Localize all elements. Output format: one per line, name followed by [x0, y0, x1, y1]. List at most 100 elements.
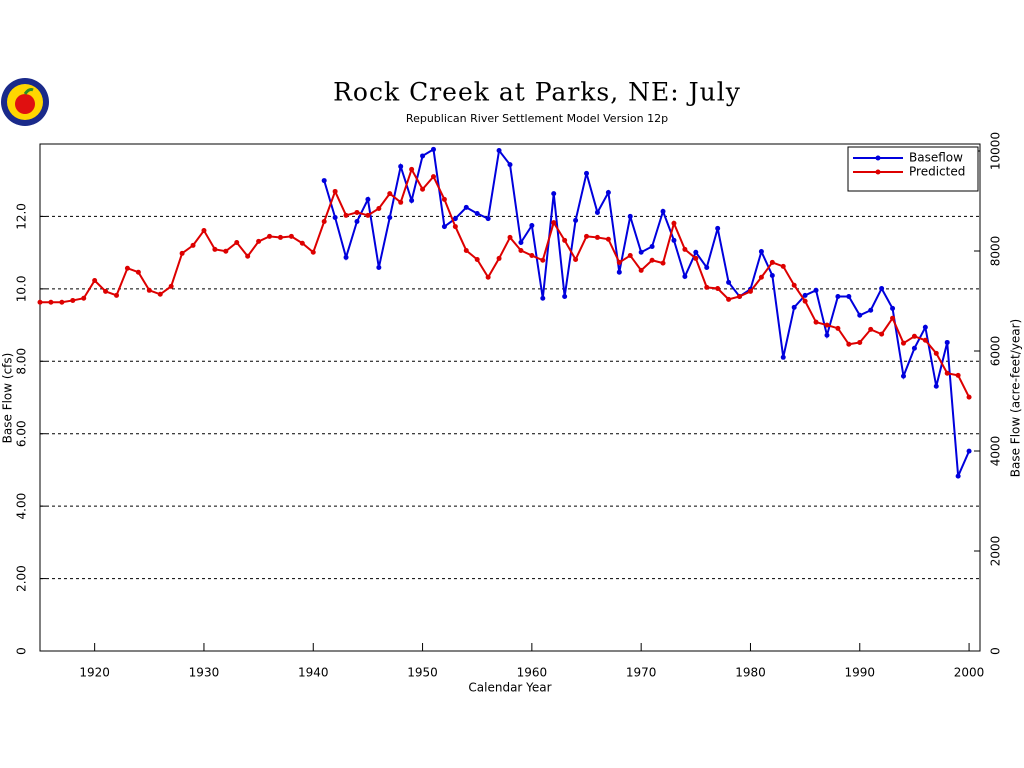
data-point — [584, 233, 590, 239]
data-point — [409, 166, 415, 172]
data-point — [92, 278, 98, 284]
data-point — [704, 264, 710, 270]
y2-tick-label: 2000 — [989, 536, 1003, 567]
data-point — [507, 162, 513, 168]
legend-label: Baseflow — [909, 151, 963, 165]
data-point — [59, 299, 65, 305]
data-point — [452, 224, 458, 230]
data-point — [933, 383, 939, 389]
data-point — [890, 315, 896, 321]
data-point — [835, 293, 841, 299]
data-point — [398, 199, 404, 205]
data-point — [868, 326, 874, 332]
data-point — [693, 249, 699, 255]
data-point — [671, 220, 677, 226]
data-point — [605, 236, 611, 242]
data-point — [682, 274, 688, 280]
data-point — [135, 269, 141, 275]
data-point — [376, 205, 382, 211]
data-point — [387, 215, 393, 221]
data-point — [37, 299, 43, 305]
y-axis-label: Base Flow (cfs) — [1, 353, 15, 444]
y-tick-label: 12.0 — [15, 203, 29, 230]
data-point — [649, 257, 655, 263]
data-point — [463, 204, 469, 210]
y2-tick-label: 6000 — [989, 336, 1003, 367]
x-tick-label: 1960 — [517, 666, 548, 680]
y-tick-label: 4.00 — [15, 493, 29, 520]
data-point — [944, 370, 950, 376]
legend-box — [847, 146, 979, 192]
x-tick-label: 1940 — [298, 666, 329, 680]
data-point — [398, 163, 404, 169]
data-point — [496, 255, 502, 261]
data-point — [310, 249, 316, 255]
y2-tick-label: 0 — [989, 647, 1003, 655]
data-point — [824, 322, 830, 328]
data-point — [409, 197, 415, 203]
data-point — [507, 234, 513, 240]
legend-marker — [875, 169, 881, 175]
y-tick-label: 6.00 — [15, 420, 29, 447]
data-point — [638, 267, 644, 273]
data-point — [376, 264, 382, 270]
data-point — [966, 448, 972, 454]
data-point — [737, 293, 743, 299]
data-point — [704, 284, 710, 290]
data-point — [605, 190, 611, 196]
data-point — [562, 293, 568, 299]
data-point — [726, 279, 732, 285]
data-point — [201, 228, 207, 234]
series-line — [40, 166, 970, 398]
data-point — [474, 211, 480, 217]
data-point — [332, 188, 338, 194]
data-point — [944, 339, 950, 345]
data-point — [562, 237, 568, 243]
data-point — [616, 259, 622, 265]
legend-marker — [875, 155, 881, 161]
data-point — [103, 288, 109, 294]
data-point — [190, 242, 196, 248]
data-point — [212, 246, 218, 252]
data-point — [780, 263, 786, 269]
data-point — [48, 299, 54, 305]
data-point — [791, 304, 797, 310]
data-point — [911, 345, 917, 351]
data-point — [769, 272, 775, 278]
y2-axis-label: Base Flow (acre-feet/year) — [1009, 319, 1023, 477]
data-point — [769, 259, 775, 265]
data-point — [879, 331, 885, 337]
data-point — [529, 222, 535, 228]
data-point — [146, 287, 152, 293]
data-point — [649, 243, 655, 249]
data-point — [430, 146, 436, 152]
chart-title: Rock Creek at Parks, NE: July — [333, 78, 741, 107]
data-point — [485, 274, 491, 280]
data-point — [365, 212, 371, 218]
data-point — [780, 354, 786, 360]
data-point — [660, 260, 666, 266]
data-point — [267, 233, 273, 239]
x-tick-label: 1930 — [189, 666, 220, 680]
data-point — [540, 257, 546, 263]
data-point — [638, 249, 644, 255]
data-point — [693, 255, 699, 261]
data-point — [660, 208, 666, 214]
data-point — [124, 265, 130, 271]
legend-label: Predicted — [909, 165, 965, 179]
data-point — [671, 237, 677, 243]
data-point — [584, 170, 590, 176]
y2-tick-label: 4000 — [989, 436, 1003, 467]
logo-leaf — [23, 88, 34, 95]
data-point — [846, 341, 852, 347]
data-point — [485, 216, 491, 222]
data-point — [900, 340, 906, 346]
data-point — [900, 373, 906, 379]
data-point — [857, 339, 863, 345]
data-point — [518, 240, 524, 246]
data-point — [387, 191, 393, 197]
series-line — [323, 147, 970, 477]
data-point — [420, 153, 426, 159]
x-tick-label: 1920 — [79, 666, 110, 680]
data-point — [518, 247, 524, 253]
